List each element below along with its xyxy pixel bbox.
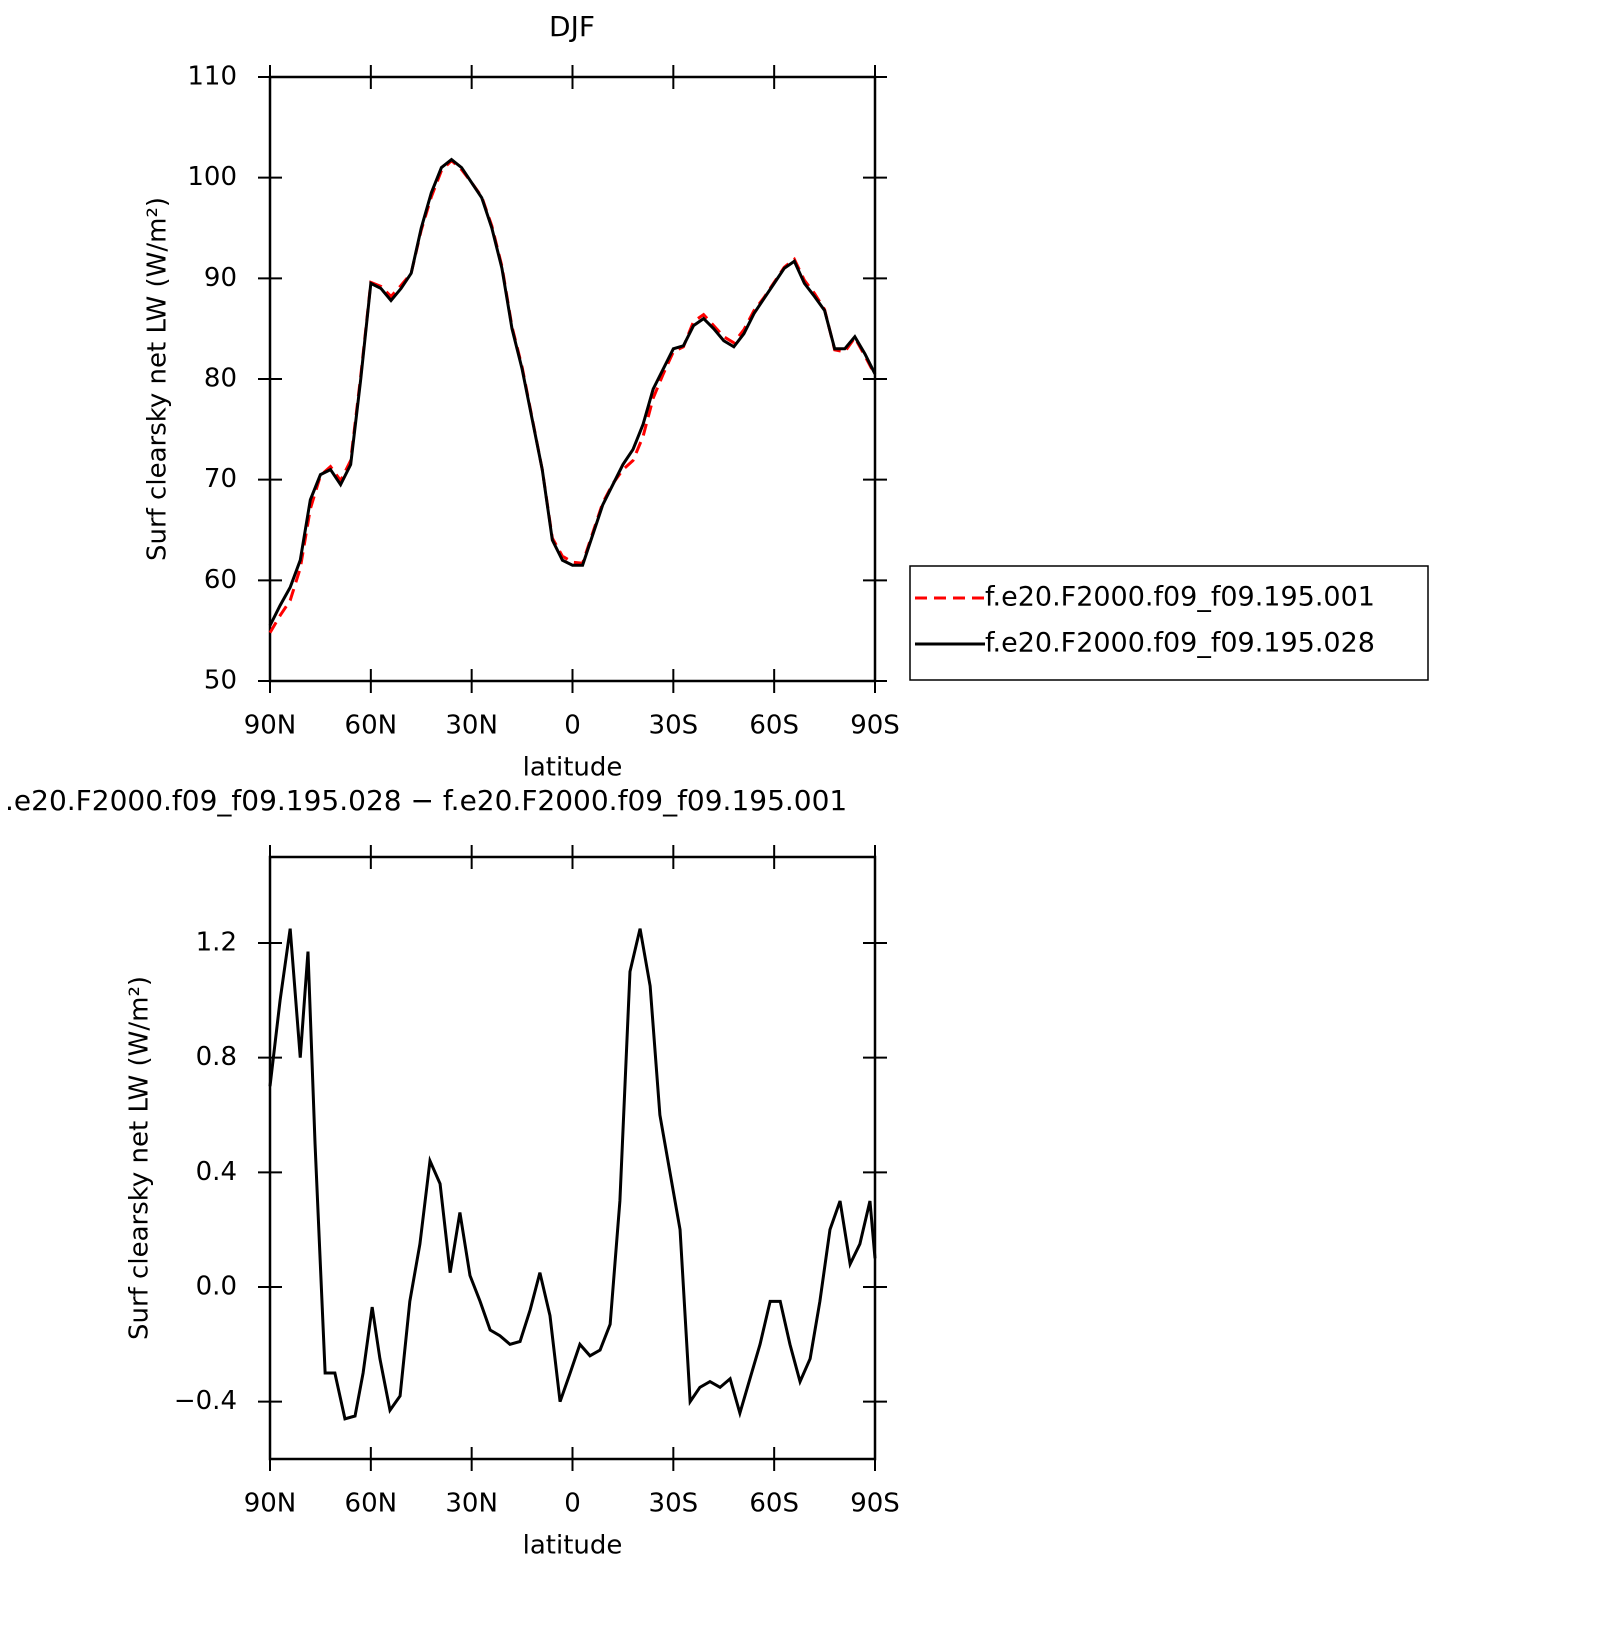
x-tick-label: 0	[564, 711, 581, 741]
y-tick-label: −0.4	[174, 1386, 237, 1416]
x-tick-label: 90S	[850, 1489, 900, 1519]
y-tick-label: 90	[204, 263, 237, 293]
chart-title: .e20.F2000.f09_f09.195.028 − f.e20.F2000…	[5, 784, 847, 817]
y-tick-label: 70	[204, 464, 237, 494]
y-tick-label: 50	[204, 666, 237, 696]
x-tick-label: 60N	[345, 1489, 398, 1519]
x-tick-label: 30S	[649, 711, 699, 741]
x-tick-label: 60S	[749, 711, 799, 741]
data-line	[268, 928, 877, 1421]
x-tick-label: 90S	[850, 711, 900, 741]
x-tick-label: 30S	[649, 1489, 699, 1519]
y-tick-label: 80	[204, 364, 237, 394]
x-tick-label: 90N	[244, 711, 297, 741]
x-tick-label: 60N	[345, 711, 398, 741]
x-tick-label: 0	[564, 1489, 581, 1519]
x-axis-label: latitude	[523, 1531, 623, 1561]
x-axis-label: latitude	[523, 753, 623, 783]
x-tick-label: 30N	[445, 1489, 498, 1519]
y-tick-label: 1.2	[196, 928, 237, 958]
x-tick-label: 60S	[749, 1489, 799, 1519]
y-tick-label: 0.0	[196, 1272, 237, 1302]
chart-title: DJF	[549, 10, 595, 43]
legend-label: f.e20.F2000.f09_f09.195.028	[985, 628, 1375, 659]
y-axis-label: Surf clearsky net LW (W/m²)	[143, 197, 173, 561]
legend-label: f.e20.F2000.f09_f09.195.001	[985, 582, 1375, 613]
y-tick-label: 0.8	[196, 1042, 237, 1072]
y-tick-label: 110	[187, 62, 237, 92]
x-tick-label: 90N	[244, 1489, 297, 1519]
y-tick-label: 60	[204, 565, 237, 595]
data-line	[268, 158, 877, 634]
data-line	[268, 157, 877, 627]
x-tick-label: 30N	[445, 711, 498, 741]
legend-box	[909, 565, 1429, 681]
y-tick-label: 0.4	[196, 1157, 237, 1187]
y-tick-label: 100	[187, 162, 237, 192]
y-axis-label: Surf clearsky net LW (W/m²)	[125, 976, 155, 1340]
